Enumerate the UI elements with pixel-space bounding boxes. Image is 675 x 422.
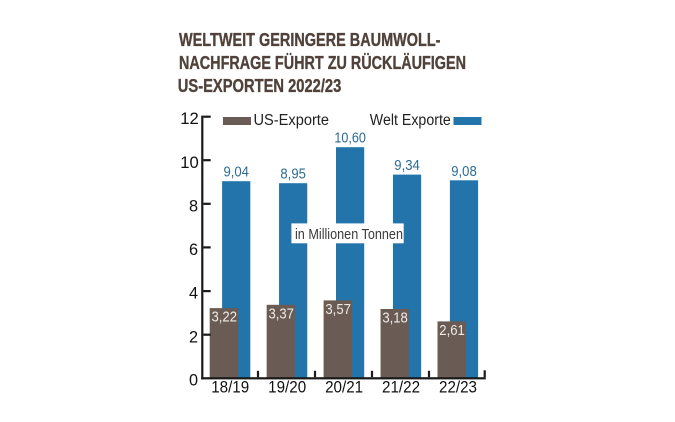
svg-text:3,22: 3,22 — [212, 310, 238, 326]
svg-text:9,08: 9,08 — [451, 164, 477, 180]
svg-text:9,04: 9,04 — [223, 165, 249, 181]
svg-text:6: 6 — [189, 241, 198, 259]
svg-text:3,37: 3,37 — [268, 306, 294, 322]
svg-text:10,60: 10,60 — [334, 131, 366, 147]
svg-text:US-Exporte: US-Exporte — [254, 112, 330, 129]
svg-text:8: 8 — [189, 197, 198, 215]
svg-text:9,34: 9,34 — [394, 158, 420, 174]
svg-text:0: 0 — [189, 371, 198, 389]
svg-text:19/20: 19/20 — [268, 379, 306, 397]
svg-text:12: 12 — [180, 110, 199, 128]
svg-text:20/21: 20/21 — [325, 379, 363, 397]
svg-text:Welt Exporte: Welt Exporte — [370, 112, 451, 129]
svg-text:in Millionen Tonnen: in Millionen Tonnen — [295, 226, 403, 243]
svg-text:2,61: 2,61 — [439, 323, 465, 339]
svg-text:2: 2 — [189, 328, 198, 346]
svg-text:3,18: 3,18 — [382, 311, 408, 327]
svg-text:US-EXPORTEN 2022/23: US-EXPORTEN 2022/23 — [178, 76, 341, 96]
svg-text:WELTWEIT GERINGERE BAUMWOLL-: WELTWEIT GERINGERE BAUMWOLL- — [179, 30, 441, 50]
svg-text:21/22: 21/22 — [382, 379, 420, 397]
svg-text:18/19: 18/19 — [211, 379, 249, 397]
svg-text:8,95: 8,95 — [280, 167, 306, 183]
svg-text:22/23: 22/23 — [439, 379, 477, 397]
svg-text:NACHFRAGE FÜHRT ZU RÜCKLÄUFIGE: NACHFRAGE FÜHRT ZU RÜCKLÄUFIGEN — [179, 53, 466, 73]
svg-text:3,57: 3,57 — [325, 302, 351, 318]
svg-text:10: 10 — [180, 154, 199, 172]
svg-text:4: 4 — [189, 285, 198, 303]
